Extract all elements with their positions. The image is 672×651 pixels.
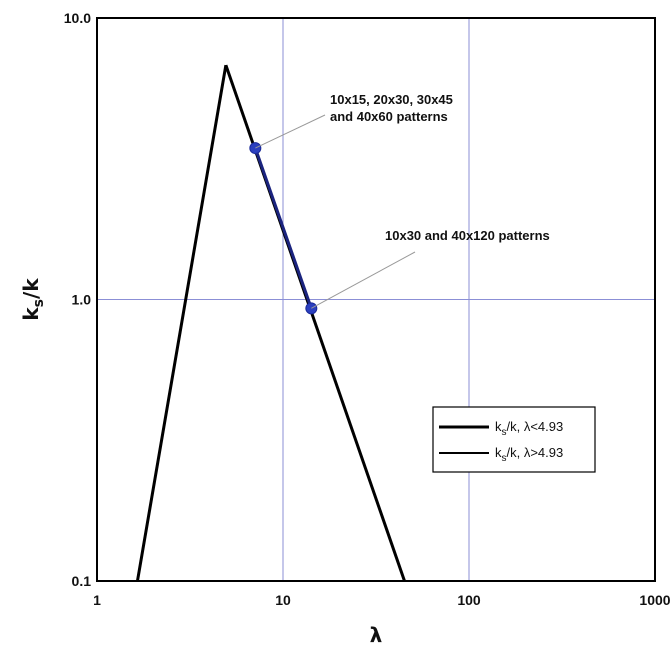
annotation-leader-line [311, 251, 416, 309]
annotation-leader-line [255, 114, 326, 149]
legend-entry-sub: s [502, 427, 507, 438]
annotations: 10x15, 20x30, 30x45 and 40x60 patterns10x… [255, 92, 550, 309]
x-tick-label: 10 [275, 592, 291, 608]
y-axis-label: ks/k [19, 278, 47, 321]
y-tick-label: 1.0 [72, 292, 92, 308]
series-line [135, 64, 228, 582]
y-axis-label-tail: /k [19, 278, 43, 299]
x-tick-label: 1 [93, 592, 101, 608]
annotation-line: 10x30 and 40x120 patterns [385, 228, 550, 243]
x-tick-label: 1000 [639, 592, 670, 608]
y-axis-label-base: k [19, 307, 43, 321]
legend: ks/k, λ<4.93 ks/k, λ>4.93 [432, 406, 596, 473]
legend-entry: ks/k, λ<4.93 [495, 419, 563, 438]
series-lines [135, 64, 406, 582]
y-tick-label: 0.1 [72, 573, 92, 589]
x-axis-label: λ [370, 623, 383, 647]
legend-entry-base: k [495, 419, 502, 434]
annotation-line: 10x15, 20x30, 30x45 [330, 92, 453, 107]
tick-labels: 1 10 100 1000 0.1 1.0 10.0 [64, 10, 671, 608]
plot-frame [96, 17, 656, 582]
annotation-text: 10x30 and 40x120 patterns [385, 228, 550, 243]
series-line [224, 64, 406, 582]
y-tick-label: 10.0 [64, 10, 91, 26]
annotation-line: and 40x60 patterns [330, 109, 448, 124]
legend-entry-sub: s [502, 453, 507, 464]
y-axis-label-sub: s [31, 299, 47, 307]
legend-entry-base: k [495, 445, 502, 460]
legend-box [432, 406, 596, 473]
annotation-text: 10x15, 20x30, 30x45 and 40x60 patterns [330, 92, 453, 124]
x-tick-label: 100 [457, 592, 481, 608]
legend-entry-tail: /k, λ<4.93 [507, 419, 564, 434]
legend-entry-tail: /k, λ>4.93 [507, 445, 564, 460]
highlight-segment [253, 147, 313, 309]
legend-entry: ks/k, λ>4.93 [495, 445, 563, 464]
